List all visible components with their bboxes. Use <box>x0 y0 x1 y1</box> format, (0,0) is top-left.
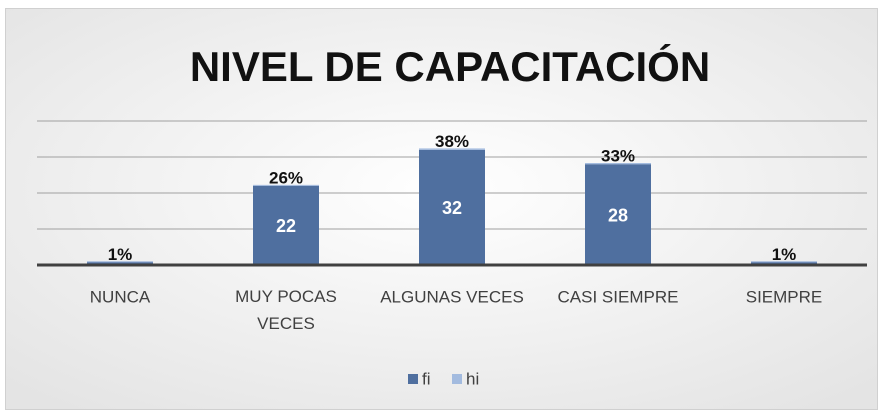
x-tick-label: ALGUNAS VECES <box>380 287 524 306</box>
data-label: 32 <box>442 198 462 218</box>
bar-segment <box>585 163 651 165</box>
bar-segment <box>419 149 485 265</box>
data-label: 38% <box>435 132 469 151</box>
data-label: 22 <box>276 216 296 236</box>
bar-segment <box>751 261 817 265</box>
data-label: 1% <box>772 245 797 264</box>
x-tick-line: VECES <box>257 314 315 333</box>
x-tick-label: SIEMPRE <box>746 287 823 306</box>
x-tick-line: MUY POCAS <box>235 287 337 306</box>
bar-segment <box>87 261 153 263</box>
x-tick-label: MUY POCAS VECES <box>235 287 337 333</box>
legend-label: hi <box>466 369 479 388</box>
data-label: 26% <box>269 168 303 187</box>
x-tick-label: CASI SIEMPRE <box>558 287 679 306</box>
bar-segment <box>585 164 651 265</box>
data-label: 28 <box>608 205 628 225</box>
bar-segment <box>87 261 153 265</box>
data-label: 1% <box>108 245 133 264</box>
bar-segment <box>253 185 319 265</box>
legend-label: fi <box>422 369 431 388</box>
x-tick-label: NUNCA <box>90 287 151 306</box>
legend-swatch <box>452 374 462 384</box>
chart-title: NIVEL DE CAPACITACIÓN <box>190 42 710 90</box>
legend-swatch <box>408 374 418 384</box>
bar-segment <box>253 184 319 186</box>
bar-segment <box>751 261 817 263</box>
bar-segment <box>419 148 485 150</box>
data-label: 33% <box>601 146 635 165</box>
